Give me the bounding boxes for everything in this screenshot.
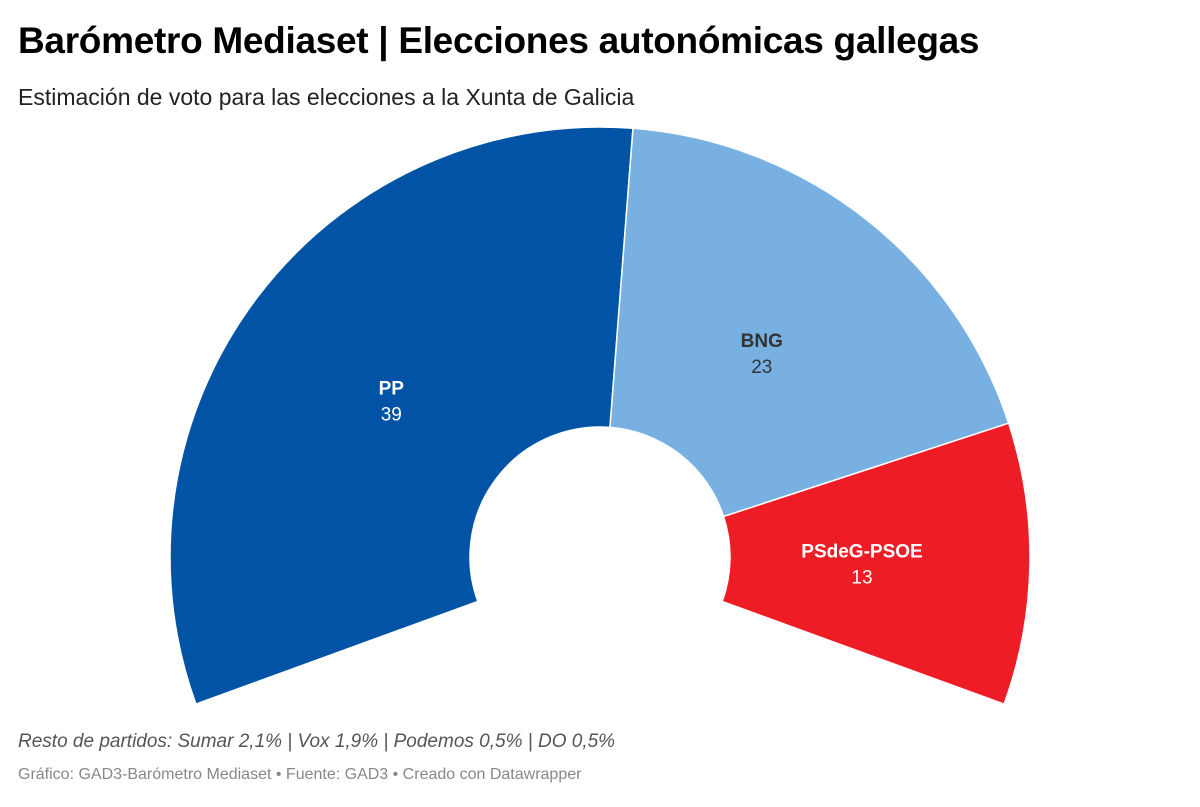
label-psdeg-psoe: PSdeG-PSOE <box>801 541 922 562</box>
chart-labels: PP 39 BNG 23 PSdeG-PSOE 13 <box>379 331 923 588</box>
chart-slices <box>169 126 1031 706</box>
label-bng: BNG <box>741 331 783 352</box>
slice-bng <box>609 127 1010 518</box>
slice-pp <box>169 126 634 706</box>
slice-psdeg-psoe <box>721 422 1031 706</box>
value-bng: 23 <box>751 357 772 378</box>
label-pp: PP <box>379 379 405 400</box>
source-footer: Gráfico: GAD3-Barómetro Mediaset • Fuent… <box>18 766 582 783</box>
value-pp: 39 <box>381 405 402 426</box>
other-parties-note: Resto de partidos: Sumar 2,1% | Vox 1,9%… <box>18 731 616 752</box>
chart-title: Barómetro Mediaset | Elecciones autonómi… <box>18 20 980 61</box>
chart-subtitle: Estimación de voto para las elecciones a… <box>18 84 635 110</box>
value-psdeg-psoe: 13 <box>851 567 872 588</box>
